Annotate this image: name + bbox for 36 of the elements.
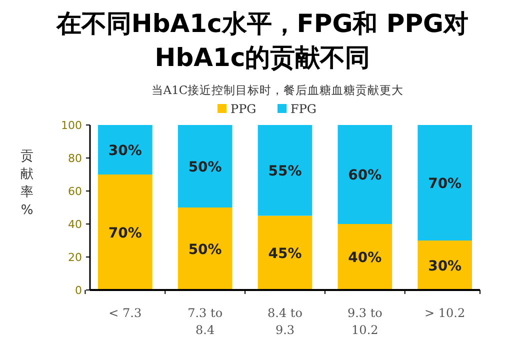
- legend-label: PPG: [230, 102, 256, 116]
- data-label: 30%: [108, 142, 142, 159]
- data-label: 30%: [428, 258, 462, 274]
- y-tick-label: 100: [61, 119, 82, 132]
- bar: [338, 224, 392, 290]
- bar: [178, 208, 232, 290]
- chart-title: 在不同HbA1c水平，FPG和 PPG对 HbA1c的贡献不同: [55, 9, 469, 72]
- bar: [338, 125, 392, 224]
- x-tick-label: 8.4 to 9.3: [268, 306, 302, 337]
- bar: [418, 125, 472, 240]
- data-label: 55%: [268, 163, 302, 180]
- legend-label: FPG: [290, 102, 316, 116]
- x-tick-label: > 10.2: [424, 306, 466, 320]
- data-label: 45%: [268, 246, 302, 262]
- y-axis-title: 贡献率%: [20, 149, 34, 218]
- data-label: 40%: [348, 250, 382, 266]
- y-tick-label: 40: [68, 218, 82, 231]
- bar: [178, 125, 232, 208]
- y-tick-label: 60: [68, 185, 82, 198]
- bar: [258, 216, 312, 290]
- data-label: 70%: [428, 176, 462, 192]
- x-tick-label: 9.3 to 10.2: [347, 306, 382, 337]
- data-label: 70%: [108, 225, 142, 242]
- y-tick-label: 80: [68, 152, 82, 165]
- bar: [418, 240, 472, 290]
- chart-subtitle: 当A1C接近控制目标时，餐后血糖血糖贡献更大: [151, 83, 404, 97]
- data-label: 50%: [188, 242, 222, 258]
- y-tick-label: 20: [68, 251, 82, 264]
- bar: [258, 125, 312, 216]
- data-label: 50%: [188, 159, 222, 176]
- bar: [98, 174, 152, 290]
- data-label: 60%: [348, 168, 382, 184]
- y-tick-label: 0: [75, 284, 82, 297]
- x-tick-label: 7.3 to 8.4: [188, 306, 223, 337]
- x-tick-label: < 7.3: [108, 306, 142, 320]
- bar: [98, 125, 152, 174]
